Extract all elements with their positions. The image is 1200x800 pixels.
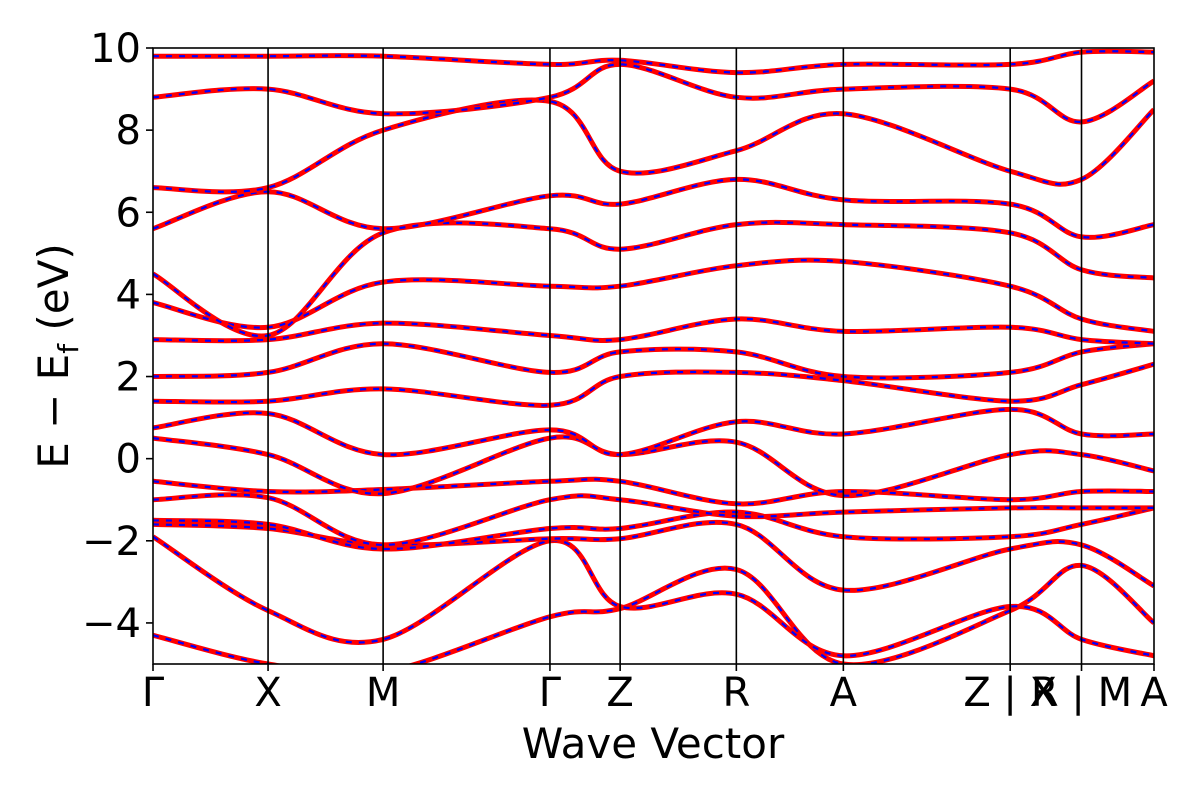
x-tick-label: Z | X [963, 670, 1057, 716]
y-axis-label-subscript: f [52, 343, 85, 354]
x-tick-label: Γ [539, 670, 562, 716]
band-line-dashed-14 [153, 178, 1154, 239]
x-axis-label: Wave Vector [522, 719, 785, 768]
band-line-14 [153, 176, 1154, 240]
plot-frame [152, 47, 1155, 665]
x-tick-label: A [830, 670, 858, 716]
y-tick-label: 6 [116, 190, 141, 236]
y-axis-label: E − Ef (eV) [29, 243, 85, 469]
band-line-1 [153, 562, 1154, 664]
x-tick-label: Z [606, 670, 633, 716]
band-line-15 [153, 97, 1154, 195]
band-line-9 [153, 361, 1154, 408]
x-tick-label: X [254, 670, 281, 716]
band-line-dashed-7 [153, 435, 1154, 497]
band-line-dashed-1 [153, 564, 1154, 664]
band-line-dashed-8 [153, 408, 1154, 456]
y-axis-label-unit: (eV) [29, 243, 78, 344]
band-lines [153, 48, 1154, 664]
x-tick-label: A [1140, 670, 1168, 716]
band-line-6 [153, 476, 1154, 507]
band-line-dashed-10 [153, 342, 1154, 380]
band-line-dashed-12 [153, 259, 1154, 333]
y-tick-label: 2 [116, 355, 141, 401]
x-tick-label: M [366, 670, 401, 716]
band-line-dashed-5 [153, 493, 1154, 547]
y-tick-label: 4 [116, 272, 141, 318]
band-line-11 [153, 316, 1154, 347]
band-line-12 [153, 257, 1154, 334]
y-axis-ticks: −4 −2 0 2 4 6 8 10 [82, 26, 153, 647]
band-line-dashed-17 [153, 50, 1154, 74]
band-line-dashed-15 [153, 98, 1154, 193]
y-tick-label: −4 [82, 601, 141, 647]
high-symmetry-lines [267, 48, 1083, 664]
band-line-dashed-13 [153, 221, 1154, 338]
x-tick-label: R | M [1031, 670, 1132, 716]
band-line-16 [153, 61, 1154, 125]
y-tick-label: 0 [116, 437, 141, 483]
band-line-dashed-16 [153, 63, 1154, 124]
x-tick-label: Γ [142, 670, 165, 716]
band-line-dashed-2 [153, 535, 1154, 657]
y-tick-label: 10 [90, 26, 141, 72]
y-axis-label-main: E − E [29, 354, 78, 469]
y-tick-label: 8 [116, 108, 141, 154]
band-line-dashed-4 [153, 506, 1154, 551]
y-tick-label: −2 [82, 519, 141, 565]
band-line-dashed-9 [153, 363, 1154, 407]
x-tick-label: R [722, 670, 750, 716]
band-line-8 [153, 406, 1154, 458]
